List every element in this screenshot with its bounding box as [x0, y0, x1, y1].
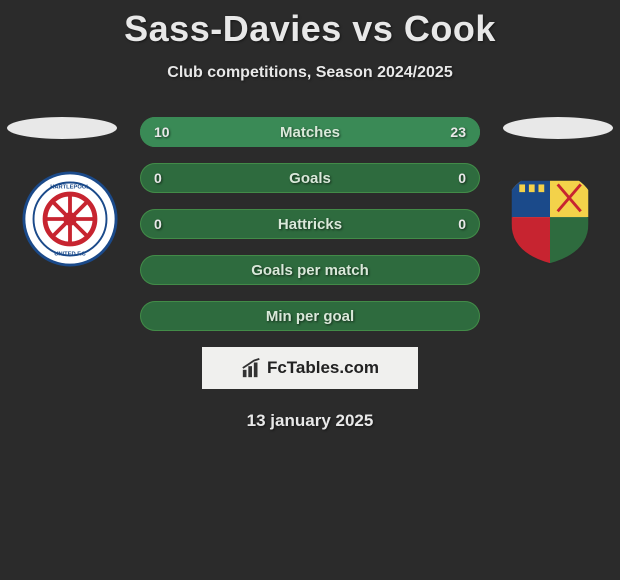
- stat-bar: Goals per match: [140, 255, 480, 285]
- stat-bar: Min per goal: [140, 301, 480, 331]
- bar-label: Matches: [140, 117, 480, 147]
- stat-bar: 1023Matches: [140, 117, 480, 147]
- crest-left-hartlepool: HARTLEPOOL UNITED F.C: [22, 171, 118, 267]
- bar-label: Goals: [140, 163, 480, 193]
- date-text: 13 january 2025: [0, 411, 620, 431]
- subtitle: Club competitions, Season 2024/2025: [0, 64, 620, 82]
- bar-label: Goals per match: [140, 255, 480, 285]
- avatar-right-placeholder: [503, 117, 613, 139]
- stat-bars: 1023Matches 00Goals 00Hattricks Goals per m…: [140, 117, 480, 331]
- bar-label: Hattricks: [140, 209, 480, 239]
- svg-text:HARTLEPOOL: HARTLEPOOL: [50, 184, 90, 190]
- comparison-area: HARTLEPOOL UNITED F.C 1023Matches 00Goals…: [0, 117, 620, 331]
- stat-bar: 00Hattricks: [140, 209, 480, 239]
- crest-right-wealdstone: [502, 171, 598, 267]
- chart-icon: [241, 357, 263, 379]
- stat-bar: 00Goals: [140, 163, 480, 193]
- brand-box: FcTables.com: [202, 347, 418, 389]
- bar-label: Min per goal: [140, 301, 480, 331]
- avatar-left-placeholder: [7, 117, 117, 139]
- page-title: Sass-Davies vs Cook: [0, 0, 620, 50]
- brand-text: FcTables.com: [267, 358, 379, 378]
- svg-text:UNITED F.C: UNITED F.C: [54, 251, 86, 257]
